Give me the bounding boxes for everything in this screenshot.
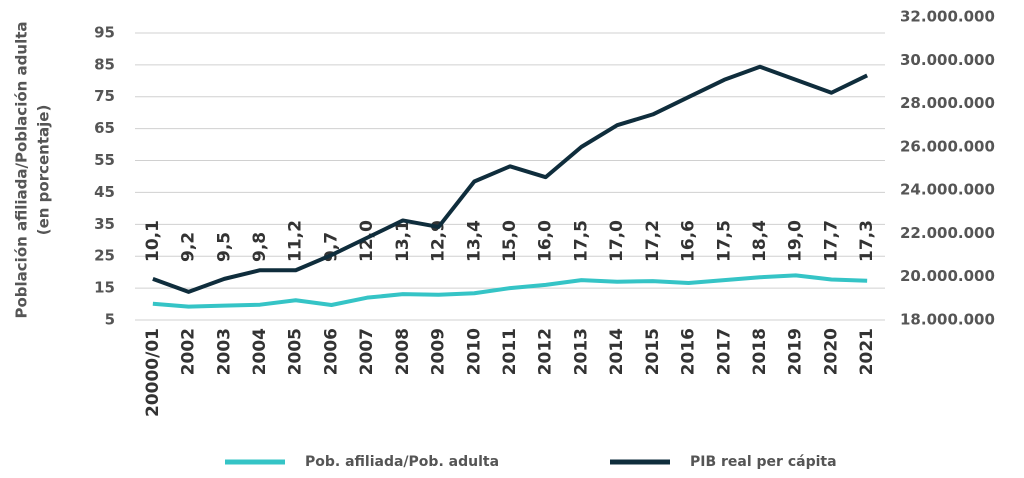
y-tick-label: 85 bbox=[94, 55, 115, 73]
x-tick-label: 2002 bbox=[179, 328, 199, 375]
data-label: 17,5 bbox=[571, 220, 591, 262]
data-label: 17,3 bbox=[857, 220, 877, 262]
data-label: 18,4 bbox=[750, 220, 770, 262]
x-tick-label: 2016 bbox=[679, 328, 699, 375]
data-label: 11,2 bbox=[286, 220, 306, 262]
data-label: 17,2 bbox=[643, 220, 663, 262]
y2-tick-label: 22.000.000 bbox=[900, 224, 995, 242]
x-tick-label: 2003 bbox=[214, 328, 234, 375]
legend-label: PIB real per cápita bbox=[690, 454, 837, 470]
y-tick-label: 5 bbox=[105, 311, 115, 329]
x-tick-label: 2018 bbox=[750, 328, 770, 375]
data-label: 9,5 bbox=[214, 232, 234, 262]
x-tick-label: 2006 bbox=[321, 328, 341, 375]
x-tick-label: 2013 bbox=[571, 328, 591, 375]
y2-tick-label: 26.000.000 bbox=[900, 137, 995, 155]
y-tick-label: 75 bbox=[94, 87, 115, 105]
y-tick-label: 15 bbox=[94, 279, 115, 297]
data-label: 17,0 bbox=[607, 220, 627, 262]
data-label: 9,8 bbox=[250, 232, 270, 262]
x-tick-label: 20000/01 bbox=[143, 328, 163, 417]
y2-tick-label: 28.000.000 bbox=[900, 94, 995, 112]
x-tick-label: 2008 bbox=[393, 328, 413, 375]
y-axis-label: (en porcentaje) bbox=[35, 105, 53, 236]
x-tick-label: 2007 bbox=[357, 328, 377, 375]
y2-tick-label: 30.000.000 bbox=[900, 51, 995, 69]
data-label: 13,4 bbox=[464, 220, 484, 262]
data-label: 16,0 bbox=[536, 220, 556, 262]
y-axis-label: Población afiliada/Población adulta bbox=[13, 21, 31, 318]
y-tick-label: 65 bbox=[94, 119, 115, 137]
data-label: 10,1 bbox=[143, 220, 163, 262]
x-tick-label: 2011 bbox=[500, 328, 520, 375]
data-label: 17,5 bbox=[714, 220, 734, 262]
x-tick-label: 2019 bbox=[786, 328, 806, 375]
x-tick-label: 2020 bbox=[821, 328, 841, 375]
legend-label: Pob. afiliada/Pob. adulta bbox=[305, 454, 499, 470]
y-tick-label: 35 bbox=[94, 215, 115, 233]
data-label: 15,0 bbox=[500, 220, 520, 262]
data-label: 12,0 bbox=[357, 220, 377, 262]
x-tick-label: 2010 bbox=[464, 328, 484, 375]
y-tick-label: 55 bbox=[94, 151, 115, 169]
data-label: 16,6 bbox=[679, 220, 699, 262]
x-tick-label: 2021 bbox=[857, 328, 877, 375]
y-tick-label: 25 bbox=[94, 247, 115, 265]
y2-tick-label: 18.000.000 bbox=[900, 311, 995, 329]
x-tick-label: 2012 bbox=[536, 328, 556, 375]
data-label: 19,0 bbox=[786, 220, 806, 262]
y-tick-label: 45 bbox=[94, 183, 115, 201]
y2-tick-label: 20.000.000 bbox=[900, 267, 995, 285]
x-tick-label: 2005 bbox=[286, 328, 306, 375]
y2-tick-label: 24.000.000 bbox=[900, 181, 995, 199]
y2-tick-label: 32.000.000 bbox=[900, 8, 995, 26]
data-label: 12,9 bbox=[429, 220, 449, 262]
x-tick-label: 2009 bbox=[429, 328, 449, 375]
data-label: 17,7 bbox=[821, 220, 841, 262]
data-label: 13,1 bbox=[393, 220, 413, 262]
x-tick-label: 2015 bbox=[643, 328, 663, 375]
y-tick-label: 95 bbox=[94, 23, 115, 41]
x-tick-label: 2004 bbox=[250, 328, 270, 375]
series-line bbox=[152, 64, 869, 294]
series-line bbox=[152, 273, 868, 309]
x-tick-label: 2017 bbox=[714, 328, 734, 375]
data-label: 9,2 bbox=[179, 232, 199, 262]
x-tick-label: 2014 bbox=[607, 328, 627, 375]
